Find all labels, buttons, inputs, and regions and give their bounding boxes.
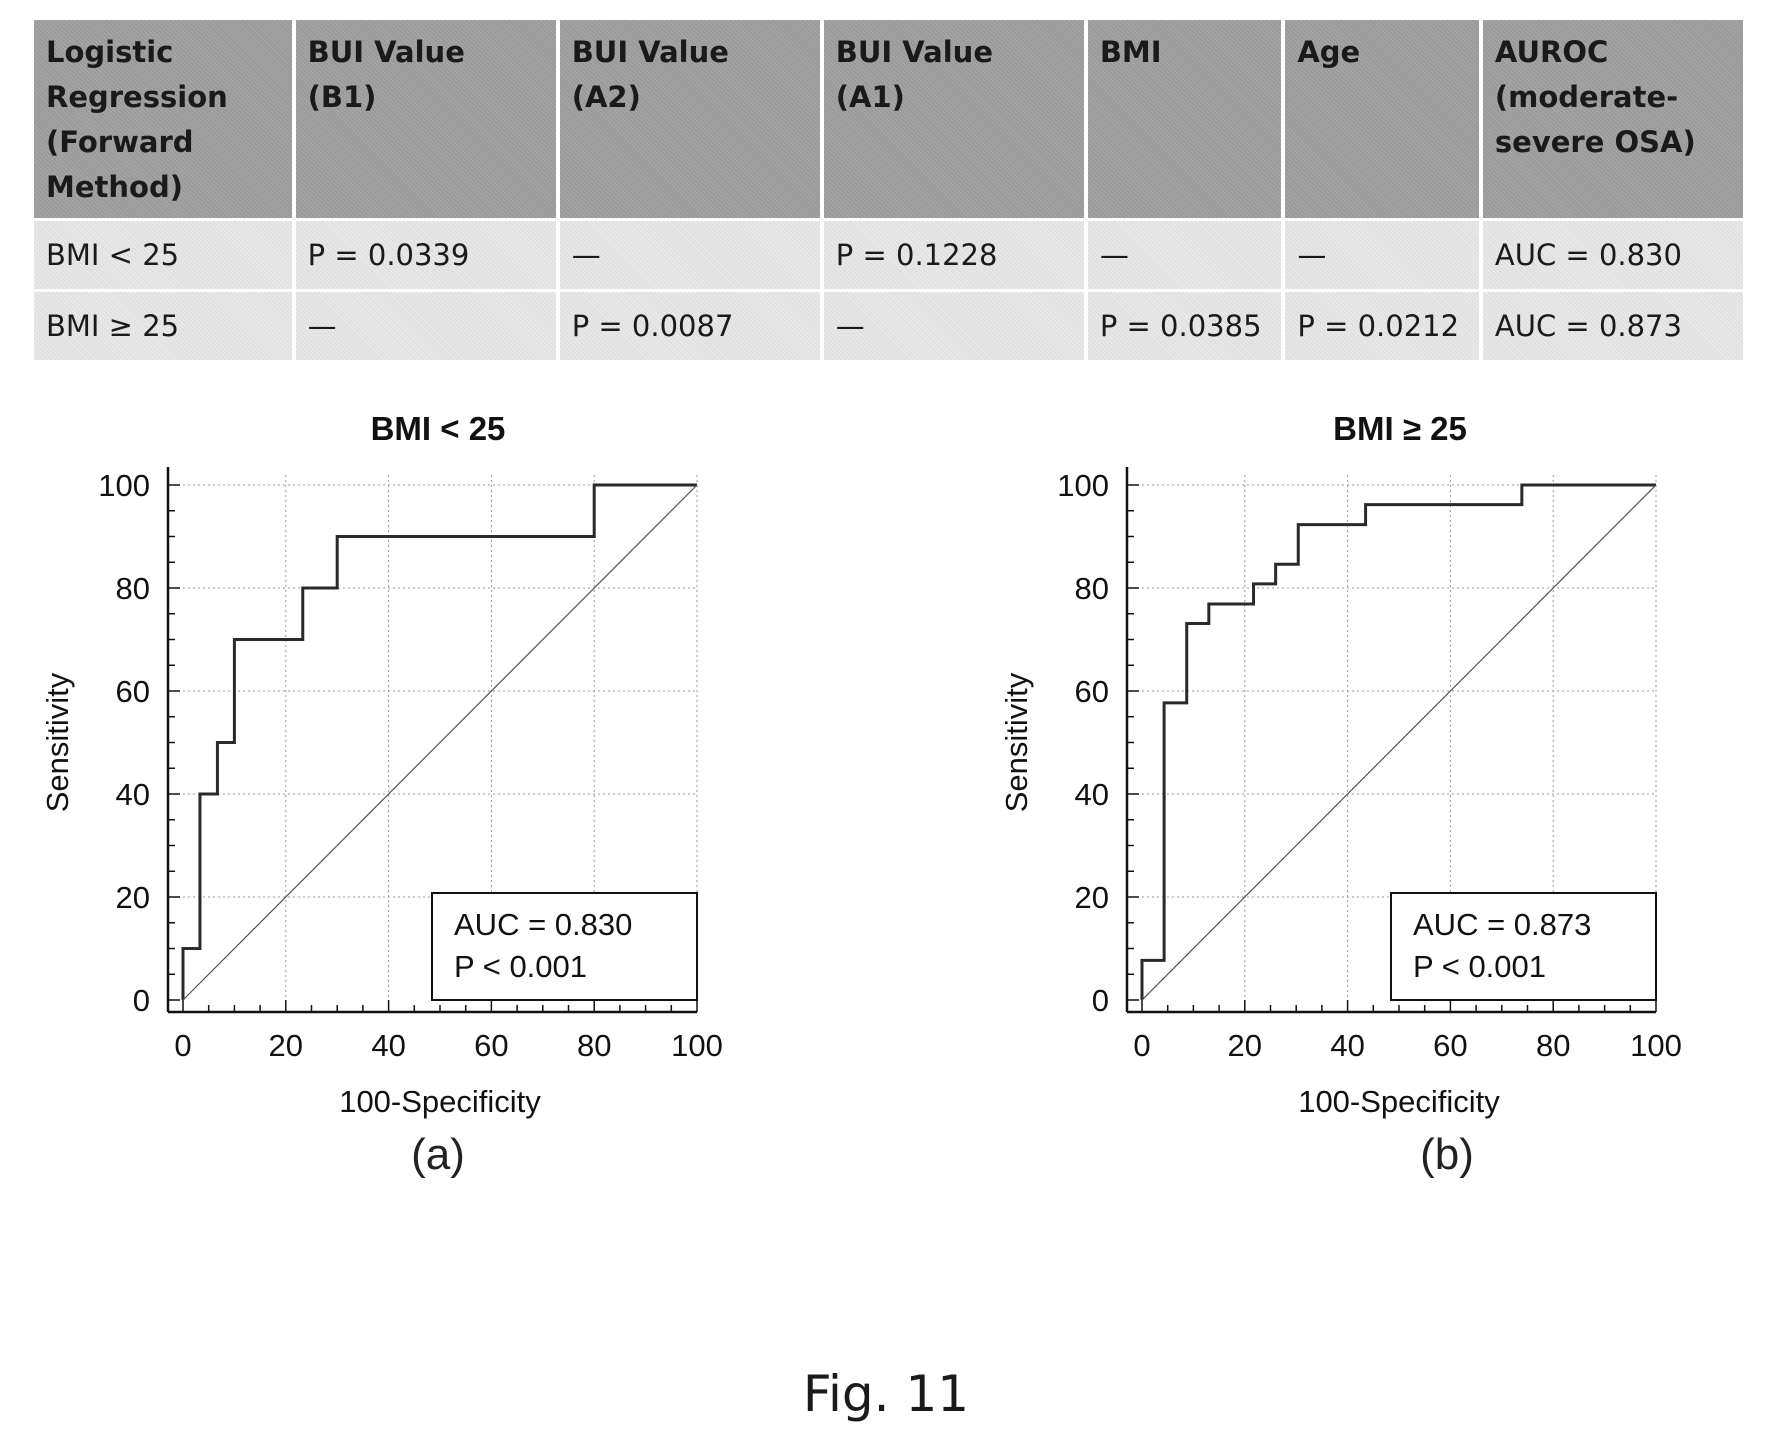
table-header-cell: BUI Value (A2) <box>559 20 820 218</box>
x-tick-label: 20 <box>1228 1028 1262 1063</box>
annotation-text: AUC = 0.873 <box>1413 907 1591 942</box>
table-cell: — <box>1087 218 1282 289</box>
annotation-text: AUC = 0.830 <box>454 907 632 942</box>
y-axis-label: Sensitivity <box>999 672 1034 812</box>
roc-chart-a: 0 20 40 60 80 100 0 20 40 60 80 100 100-Specificity S… <box>40 410 723 1119</box>
table-cell: P = 0.0339 <box>295 218 556 289</box>
table-header-cell: BUI Value (A1) <box>823 20 1084 218</box>
table-header-line: Logistic <box>46 35 174 69</box>
table-cell: P = 0.0087 <box>559 289 820 360</box>
x-tick-label: 0 <box>1133 1028 1150 1063</box>
chart-title: BMI < 25 <box>371 410 506 447</box>
x-tick-label: 100 <box>1630 1028 1682 1063</box>
y-tick-label: 20 <box>1075 880 1109 915</box>
table-header-line: BUI Value <box>307 35 465 69</box>
chart-caption-a: (a) <box>411 1130 465 1179</box>
table-cell: — <box>823 289 1084 360</box>
table-cell: BMI ≥ 25 <box>34 289 292 360</box>
y-axis-label: Sensitivity <box>40 672 75 812</box>
table-header-line: Regression <box>46 80 228 114</box>
y-tick-label: 20 <box>116 880 150 915</box>
x-tick-label: 60 <box>1433 1028 1467 1063</box>
y-tick-label: 40 <box>1075 777 1109 812</box>
x-tick-label: 40 <box>1330 1028 1364 1063</box>
reference-diagonal-line <box>182 484 698 1001</box>
table-header-line: Age <box>1297 35 1361 69</box>
x-axis-label: 100-Specificity <box>1298 1084 1500 1119</box>
table-row: BMI < 25 P = 0.0339 — P = 0.1228 — — AUC… <box>34 218 1743 289</box>
roc-curve <box>1140 483 1656 1000</box>
table-header-line: (moderate- <box>1494 80 1679 114</box>
table-header-row: Logistic Regression (Forward Method) BUI Va… <box>34 20 1743 218</box>
table-header-line: (A1) <box>835 80 905 114</box>
table-header-line: (Forward <box>46 125 194 159</box>
table-header-line: BUI Value <box>571 35 729 69</box>
y-tick-label: 60 <box>1075 674 1109 709</box>
table-header-line: BMI <box>1099 35 1162 69</box>
y-tick-label: 100 <box>98 468 150 503</box>
annotation-text: P < 0.001 <box>454 949 587 984</box>
annotation-box <box>431 892 698 1001</box>
table-cell: P = 0.0212 <box>1285 289 1479 360</box>
table-header-cell: BMI <box>1087 20 1282 218</box>
table-cell: — <box>295 289 556 360</box>
chart-caption-b: (b) <box>1420 1130 1474 1179</box>
table-cell: — <box>1285 218 1479 289</box>
y-tick-label: 100 <box>1057 468 1109 503</box>
y-tick-label: 0 <box>1092 983 1109 1018</box>
x-tick-label: 0 <box>174 1028 191 1063</box>
y-tick-label: 80 <box>116 571 150 606</box>
table-header-cell: Logistic Regression (Forward Method) <box>34 20 292 218</box>
table-cell: AUC = 0.873 <box>1482 289 1743 360</box>
x-tick-label: 60 <box>474 1028 508 1063</box>
y-tick-label: 80 <box>1075 571 1109 606</box>
table-header-cell: Age <box>1285 20 1479 218</box>
annotation-box <box>1390 892 1657 1001</box>
x-axis-label: 100-Specificity <box>339 1084 541 1119</box>
roc-chart-b: 0 20 40 60 80 100 0 20 40 60 80 100 100-Specificity S… <box>999 410 1682 1119</box>
x-tick-label: 80 <box>577 1028 611 1063</box>
y-tick-label: 0 <box>133 983 150 1018</box>
table-header-line: severe OSA) <box>1494 125 1696 159</box>
figure-label: Fig. 11 <box>802 1365 970 1423</box>
table-cell: P = 0.1228 <box>823 218 1084 289</box>
chart-title: BMI ≥ 25 <box>1333 410 1467 447</box>
table-header-cell: BUI Value (B1) <box>295 20 556 218</box>
y-tick-label: 40 <box>116 777 150 812</box>
table-cell: P = 0.0385 <box>1087 289 1282 360</box>
table-header-cell: AUROC (moderate-severe OSA) <box>1482 20 1743 218</box>
table-header-line: AUROC <box>1494 35 1609 69</box>
table-header-line: Method) <box>46 170 183 204</box>
table-cell: AUC = 0.830 <box>1482 218 1743 289</box>
table-header-line: (B1) <box>307 80 377 114</box>
table-cell: — <box>559 218 820 289</box>
annotation-text: P < 0.001 <box>1413 949 1546 984</box>
logistic-regression-table: Logistic Regression (Forward Method) BUI Va… <box>30 20 1747 360</box>
x-tick-label: 20 <box>269 1028 303 1063</box>
table-row: BMI ≥ 25 — P = 0.0087 — P = 0.0385 P = 0… <box>34 289 1743 360</box>
x-tick-label: 100 <box>671 1028 723 1063</box>
table-header-line: (A2) <box>571 80 641 114</box>
x-tick-label: 40 <box>371 1028 405 1063</box>
table-cell: BMI < 25 <box>34 218 292 289</box>
roc-curve <box>181 483 697 1000</box>
reference-diagonal-line <box>1141 484 1657 1001</box>
x-tick-label: 80 <box>1536 1028 1570 1063</box>
table-header-line: BUI Value <box>835 35 993 69</box>
y-tick-label: 60 <box>116 674 150 709</box>
